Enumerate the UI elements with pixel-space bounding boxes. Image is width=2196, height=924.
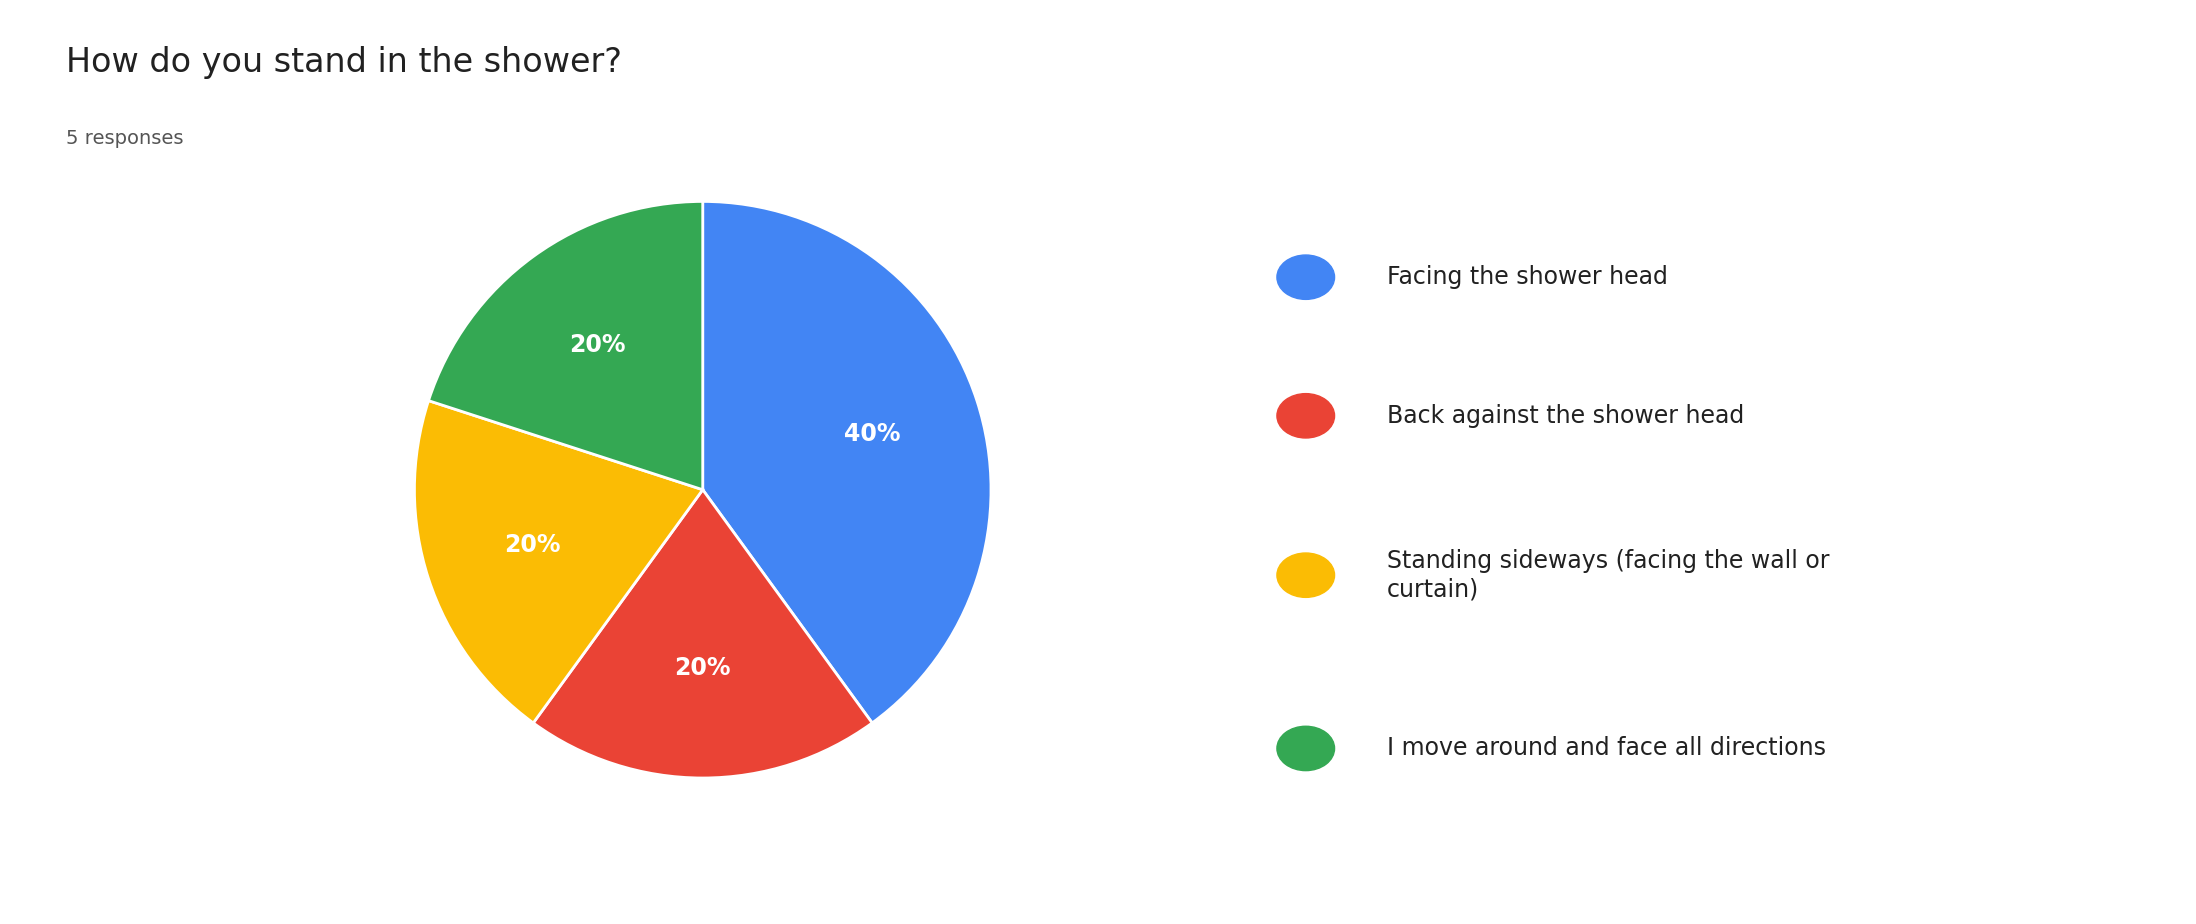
- Wedge shape: [428, 201, 703, 490]
- Text: 5 responses: 5 responses: [66, 129, 184, 149]
- Text: 20%: 20%: [505, 533, 560, 557]
- Text: Facing the shower head: Facing the shower head: [1388, 265, 1667, 289]
- Text: How do you stand in the shower?: How do you stand in the shower?: [66, 46, 621, 79]
- Text: Back against the shower head: Back against the shower head: [1388, 404, 1744, 428]
- Wedge shape: [534, 490, 872, 778]
- Circle shape: [1276, 726, 1335, 771]
- Circle shape: [1276, 255, 1335, 299]
- Circle shape: [1276, 553, 1335, 597]
- Wedge shape: [415, 401, 703, 723]
- Text: Standing sideways (facing the wall or
curtain): Standing sideways (facing the wall or cu…: [1388, 549, 1829, 602]
- Text: I move around and face all directions: I move around and face all directions: [1388, 736, 1825, 760]
- Circle shape: [1276, 394, 1335, 438]
- Text: 40%: 40%: [845, 422, 900, 446]
- Wedge shape: [703, 201, 990, 723]
- Text: 20%: 20%: [569, 334, 626, 357]
- Text: 20%: 20%: [674, 656, 731, 680]
